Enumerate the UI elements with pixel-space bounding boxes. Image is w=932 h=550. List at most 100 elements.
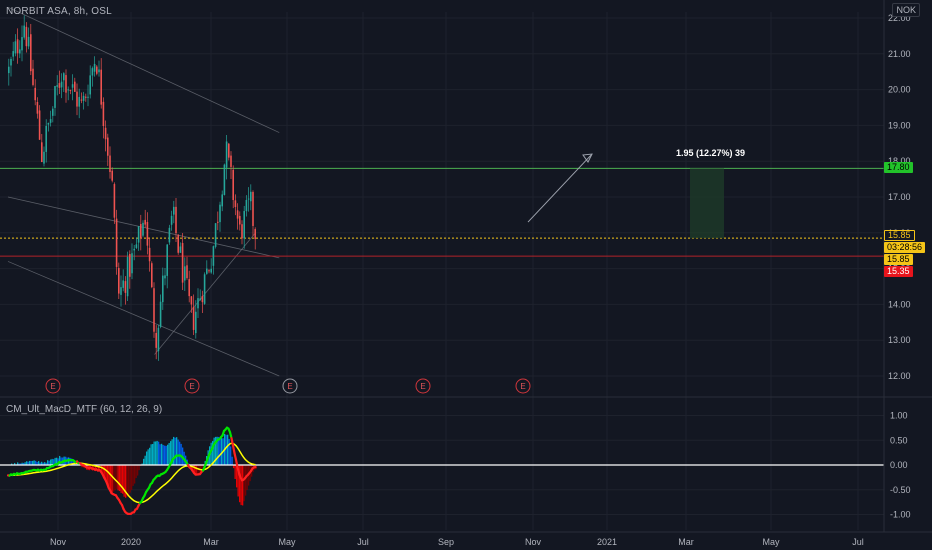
macd-histogram-bar	[36, 461, 38, 465]
macd-histogram-bar	[147, 449, 149, 465]
macd-histogram-bar	[29, 460, 31, 465]
macd-histogram-bar	[117, 465, 119, 491]
macd-histogram-bar	[236, 465, 238, 488]
macd-histogram-bar	[240, 465, 242, 506]
candle-body	[118, 268, 120, 294]
symbol-title: NORBIT ASA, 8h, OSL	[6, 6, 112, 17]
macd-histogram-bar	[174, 437, 176, 465]
macd-histogram-bar	[164, 445, 166, 465]
macd-histogram-bar	[168, 442, 170, 465]
macd-histogram-bar	[107, 465, 109, 485]
price-tag-yellow: 15.85	[884, 230, 915, 241]
signal-line[interactable]	[8, 442, 256, 504]
macd-histogram-bar	[218, 436, 220, 465]
macd-histogram-bar	[110, 465, 112, 491]
candle-body	[122, 280, 124, 288]
y-tick-label: 20.00	[888, 85, 911, 95]
candle-body	[135, 244, 138, 248]
macd-histogram-bar	[242, 465, 244, 506]
y-tick-label: 14.00	[888, 299, 911, 309]
macd-histogram-bar	[201, 465, 203, 469]
macd-histogram-bar	[134, 465, 136, 484]
x-tick-label: Jul	[357, 537, 369, 547]
projection-arrow[interactable]	[527, 153, 593, 223]
macd-histogram-bar	[128, 465, 130, 496]
candle-body	[41, 142, 43, 163]
candle-body	[47, 122, 50, 125]
earnings-marker[interactable]: E	[282, 378, 298, 394]
macd-histogram-bar	[152, 444, 154, 465]
macd-histogram-bar	[173, 436, 175, 465]
candle-body	[111, 170, 113, 181]
macd-histogram-bar	[114, 465, 116, 491]
macd-histogram-bar	[177, 439, 179, 465]
macd-histogram-bar	[33, 460, 35, 465]
earnings-marker-letter: E	[287, 382, 292, 391]
earnings-marker-circle	[515, 378, 531, 394]
candle-body	[210, 268, 212, 273]
earnings-marker[interactable]: E	[415, 378, 431, 394]
x-tick-label: 2021	[597, 537, 617, 547]
candle-body	[21, 37, 23, 51]
x-tick-label: Mar	[678, 537, 694, 547]
macd-histogram-bar	[125, 465, 127, 498]
candle-body	[133, 248, 135, 251]
macd-histogram-bar	[137, 465, 139, 476]
y-tick-label: 18.00	[888, 156, 911, 166]
earnings-marker[interactable]: E	[515, 378, 531, 394]
candle-body	[23, 25, 25, 38]
macd-histogram-bar	[122, 465, 124, 494]
macd-histogram-bar	[210, 442, 212, 465]
macd-histogram-bar	[60, 457, 62, 465]
candle-body	[93, 63, 96, 72]
projection-arrow-head	[582, 153, 593, 164]
candle-body	[65, 75, 67, 93]
candle-body	[67, 89, 69, 91]
x-tick-label: 2020	[121, 537, 141, 547]
earnings-marker[interactable]: E	[45, 378, 61, 394]
candle-body	[87, 96, 89, 98]
candle-body	[60, 81, 63, 88]
macd-line-segment	[230, 437, 235, 447]
macd-histogram-bar	[35, 460, 37, 465]
y-tick-label: 21.00	[888, 49, 911, 59]
macd-histogram-bar	[138, 465, 140, 471]
candle-body	[120, 287, 122, 295]
macd-histogram-bar	[167, 444, 169, 465]
candle-body	[113, 184, 116, 218]
macd-histogram-bar	[233, 465, 235, 469]
trend-channel-line[interactable]	[7, 261, 280, 377]
candle-body	[129, 254, 131, 277]
long-position-target-zone[interactable]	[690, 168, 724, 239]
candle-body	[16, 39, 19, 54]
candle-body	[78, 96, 80, 107]
candle-body	[243, 211, 245, 239]
earnings-marker-circle	[184, 378, 200, 394]
candle-body	[225, 141, 228, 168]
measure-label: 1.95 (12.27%) 39	[676, 148, 746, 158]
candle-body	[228, 143, 230, 158]
macd-line-segment	[233, 451, 238, 461]
earnings-marker-circle	[45, 378, 61, 394]
candle-body	[208, 270, 210, 272]
macd-histogram-bar	[197, 465, 199, 475]
candle-body	[49, 119, 52, 123]
candle-body	[241, 224, 243, 239]
macd-histogram-bar	[150, 444, 152, 465]
trend-channel-line[interactable]	[7, 6, 280, 133]
candle-body	[162, 275, 164, 303]
x-tick-label: Sep	[438, 537, 454, 547]
currency-badge[interactable]: NOK	[892, 3, 920, 17]
macd-histogram-bar	[215, 436, 217, 465]
macd-histogram-bar	[194, 465, 196, 475]
indicator-title[interactable]: CM_Ult_MacD_MTF (60, 12, 26, 9)	[6, 404, 163, 415]
candle-body	[56, 85, 58, 87]
candle-body	[96, 66, 98, 74]
candle-body	[89, 75, 91, 95]
earnings-marker-circle	[415, 378, 431, 394]
earnings-marker[interactable]: E	[184, 378, 200, 394]
y-tick-label: 19.00	[888, 120, 911, 130]
candle-body	[102, 101, 105, 127]
candle-body	[69, 89, 72, 91]
